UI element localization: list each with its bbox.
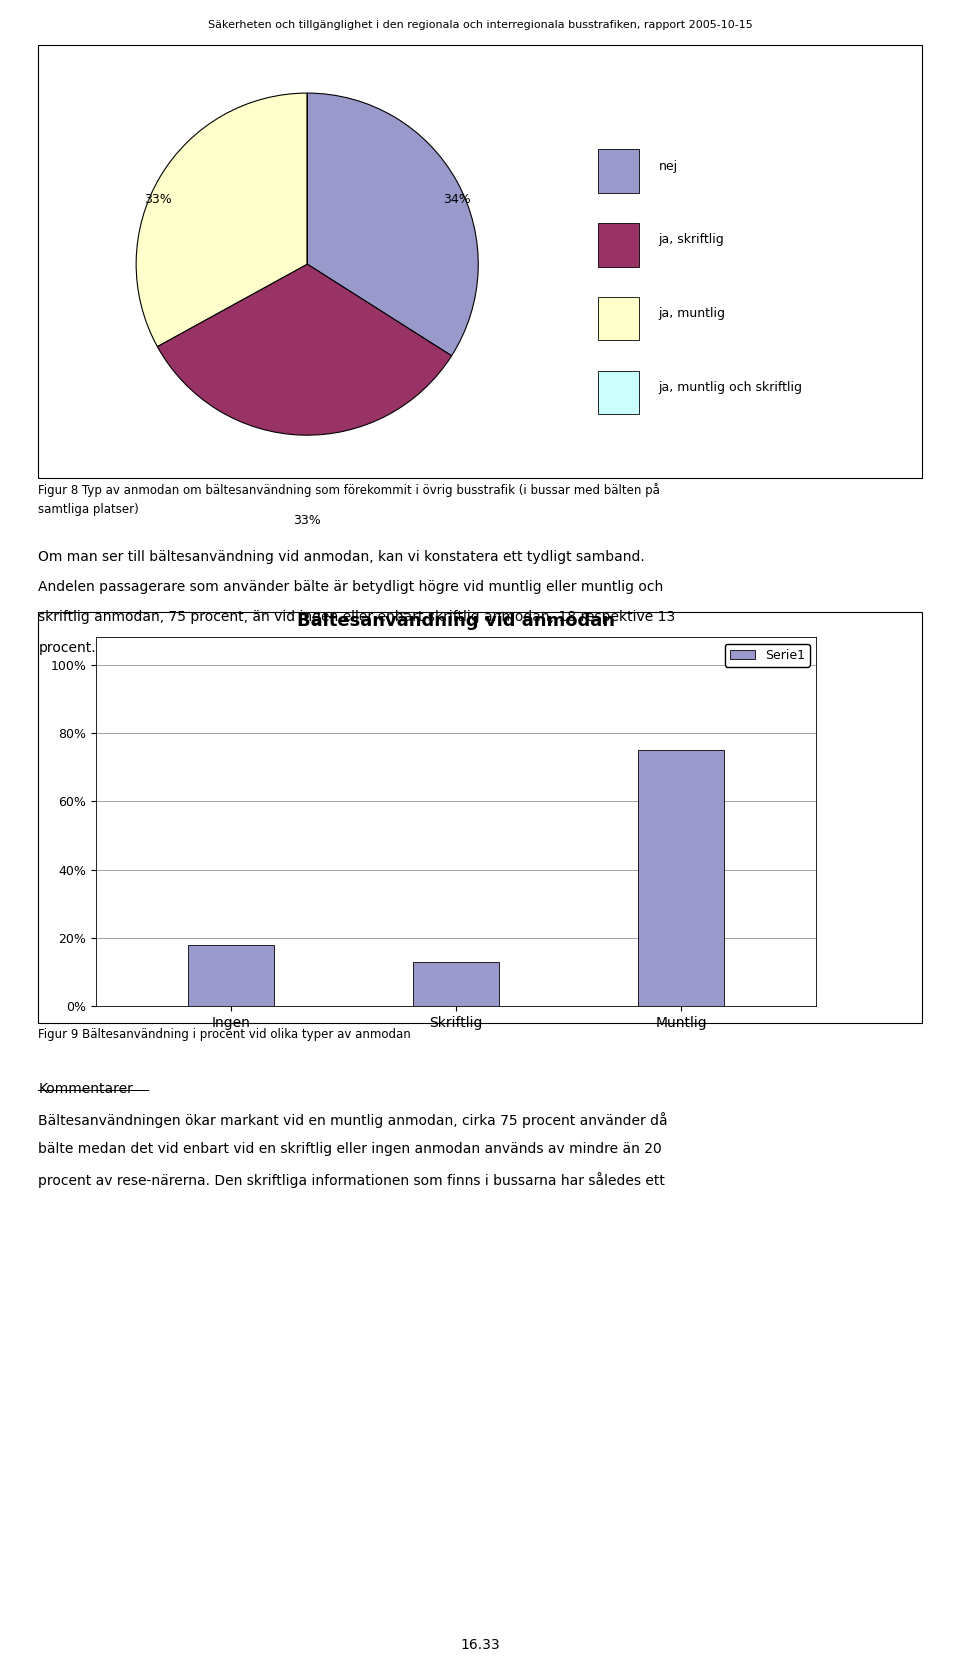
Bar: [413, 963, 499, 1006]
Legend: Serie1: Serie1: [725, 644, 809, 666]
FancyBboxPatch shape: [598, 223, 639, 267]
Text: samtliga platser): samtliga platser): [38, 503, 139, 517]
Text: bälte medan det vid enbart vid en skriftlig eller ingen anmodan används av mindr: bälte medan det vid enbart vid en skrift…: [38, 1142, 662, 1155]
Text: Figur 9 Bältesanvändning i procent vid olika typer av anmodan: Figur 9 Bältesanvändning i procent vid o…: [38, 1028, 411, 1041]
Text: Andelen passagerare som använder bälte är betydligt högre vid muntlig eller munt: Andelen passagerare som använder bälte ä…: [38, 580, 663, 594]
Wedge shape: [307, 92, 478, 356]
Text: skriftlig anmodan, 75 procent, än vid ingen eller enbart skriftlig anmodan, 18 r: skriftlig anmodan, 75 procent, än vid in…: [38, 610, 676, 624]
Bar: [638, 750, 724, 1006]
Text: procent.: procent.: [38, 641, 96, 654]
Text: ja, skriftlig: ja, skriftlig: [659, 233, 724, 247]
Text: Säkerheten och tillgänglighet i den regionala och interregionala busstrafiken, r: Säkerheten och tillgänglighet i den regi…: [207, 20, 753, 30]
FancyBboxPatch shape: [598, 297, 639, 340]
Bar: [188, 944, 274, 1006]
Text: 34%: 34%: [443, 193, 470, 206]
Text: procent av rese­närerna. Den skriftliga informationen som finns i bussarna har : procent av rese­närerna. Den skriftliga…: [38, 1172, 665, 1189]
Text: ja, muntlig: ja, muntlig: [659, 307, 726, 320]
Wedge shape: [136, 92, 307, 347]
Text: Om man ser till bältesanvändning vid anmodan, kan vi konstatera ett tydligt samb: Om man ser till bältesanvändning vid anm…: [38, 550, 645, 563]
FancyBboxPatch shape: [598, 371, 639, 414]
Text: 16.33: 16.33: [460, 1638, 500, 1652]
Wedge shape: [157, 265, 451, 434]
Title: Bältesanvändning vid anmodan: Bältesanvändning vid anmodan: [297, 612, 615, 631]
FancyBboxPatch shape: [598, 149, 639, 193]
Text: Bältesanvändningen ökar markant vid en muntlig anmodan, cirka 75 procent använde: Bältesanvändningen ökar markant vid en m…: [38, 1112, 668, 1129]
Text: Kommentarer: Kommentarer: [38, 1082, 133, 1095]
Text: 33%: 33%: [144, 193, 172, 206]
Text: nej: nej: [659, 159, 678, 173]
Text: Figur 8 Typ av anmodan om bältesanvändning som förekommit i övrig busstrafik (i : Figur 8 Typ av anmodan om bältesanvändni…: [38, 483, 660, 496]
Text: ja, muntlig och skriftlig: ja, muntlig och skriftlig: [659, 381, 803, 394]
Text: 33%: 33%: [294, 515, 321, 527]
